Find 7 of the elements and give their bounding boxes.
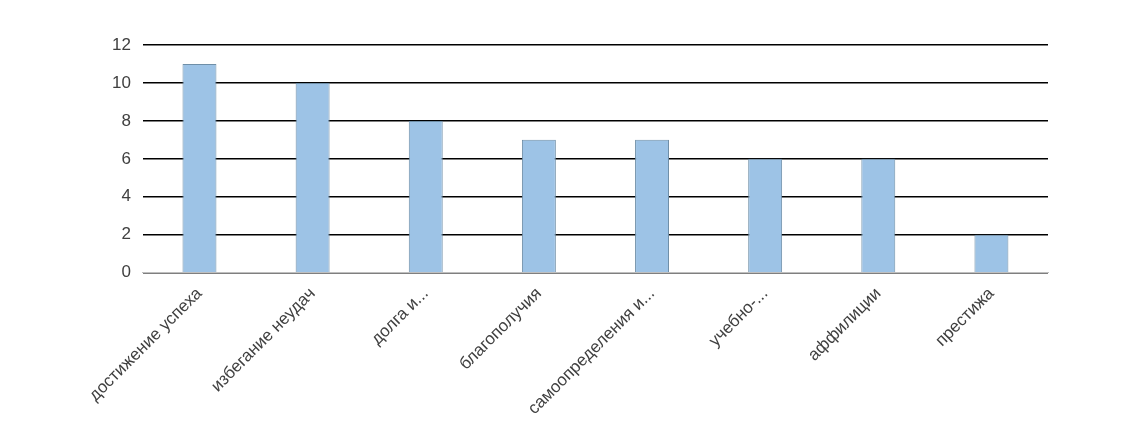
y-tick-label: 0 <box>121 262 131 282</box>
y-tick-label: 4 <box>121 186 131 206</box>
y-tick-label: 10 <box>111 72 131 92</box>
y-tick-label: 2 <box>121 224 131 244</box>
y-tick-label: 6 <box>121 148 131 168</box>
y-tick-label: 12 <box>111 34 131 54</box>
y-tick-label: 8 <box>121 110 131 130</box>
